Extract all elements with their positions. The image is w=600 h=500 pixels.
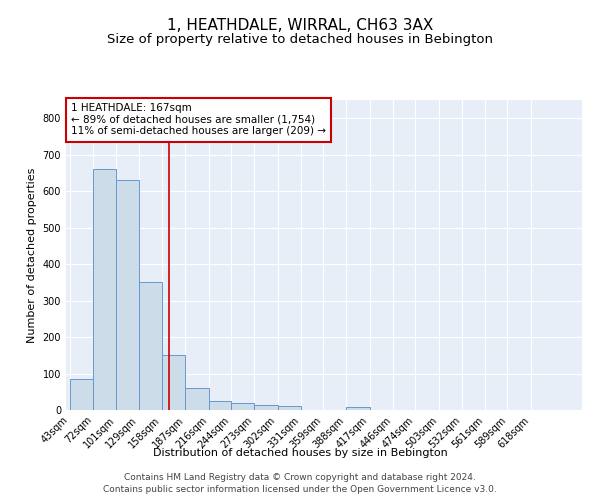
Bar bbox=[346, 407, 370, 410]
Bar bbox=[231, 402, 254, 410]
Y-axis label: Number of detached properties: Number of detached properties bbox=[27, 168, 37, 342]
Bar bbox=[116, 180, 139, 410]
Bar bbox=[209, 401, 231, 410]
Text: 1 HEATHDALE: 167sqm
← 89% of detached houses are smaller (1,754)
11% of semi-det: 1 HEATHDALE: 167sqm ← 89% of detached ho… bbox=[71, 103, 326, 136]
Bar bbox=[139, 282, 162, 410]
Text: Contains public sector information licensed under the Open Government Licence v3: Contains public sector information licen… bbox=[103, 485, 497, 494]
Bar bbox=[93, 170, 116, 410]
Text: Contains HM Land Registry data © Crown copyright and database right 2024.: Contains HM Land Registry data © Crown c… bbox=[124, 472, 476, 482]
Bar bbox=[254, 404, 278, 410]
Bar bbox=[70, 379, 93, 410]
Bar bbox=[185, 388, 209, 410]
Text: Size of property relative to detached houses in Bebington: Size of property relative to detached ho… bbox=[107, 32, 493, 46]
Text: Distribution of detached houses by size in Bebington: Distribution of detached houses by size … bbox=[152, 448, 448, 458]
Bar bbox=[162, 356, 185, 410]
Bar bbox=[278, 406, 301, 410]
Text: 1, HEATHDALE, WIRRAL, CH63 3AX: 1, HEATHDALE, WIRRAL, CH63 3AX bbox=[167, 18, 433, 32]
